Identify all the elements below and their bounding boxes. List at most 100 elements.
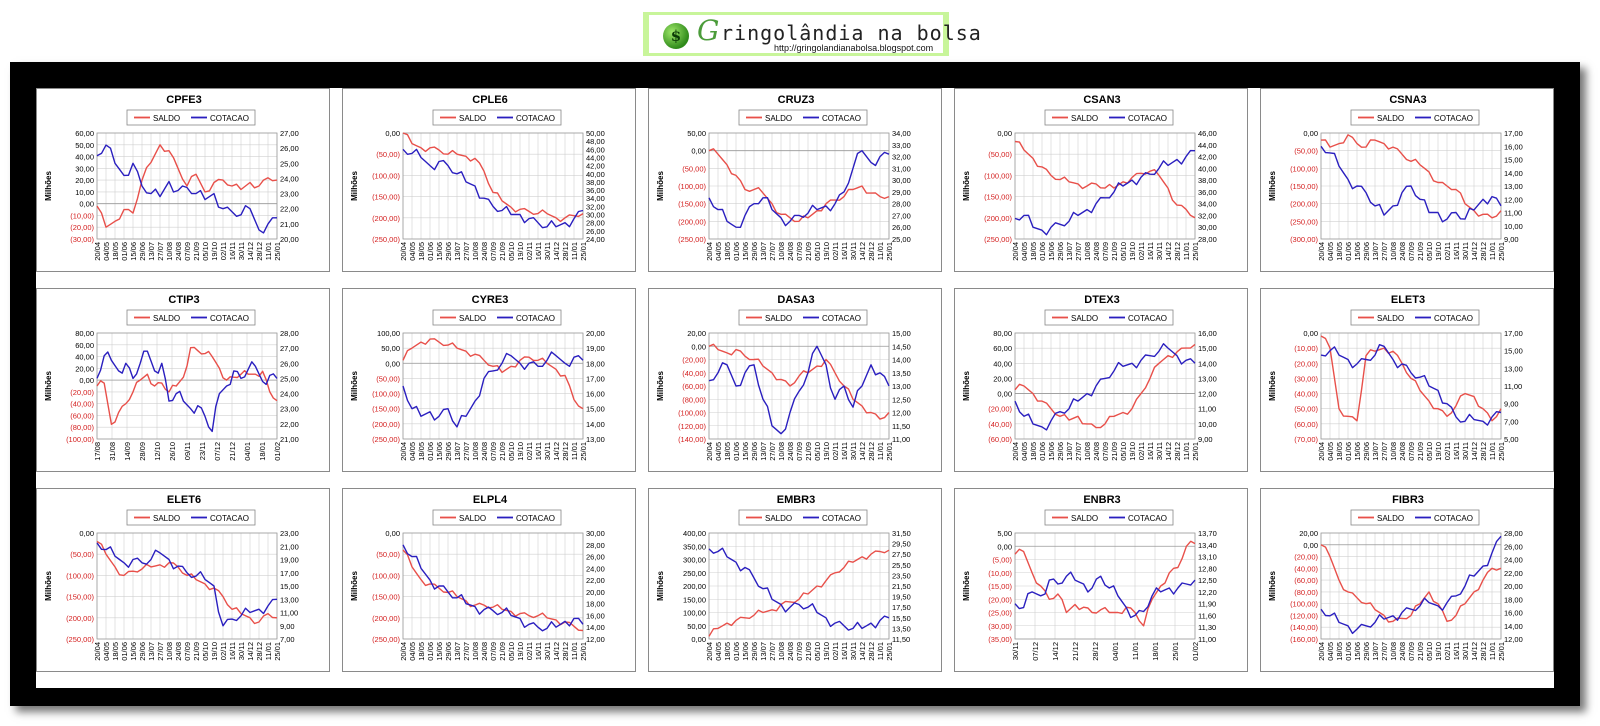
x-tick-label: 07/12 xyxy=(1031,642,1040,661)
plot-frame xyxy=(708,532,890,640)
x-tick-label: 25/01 xyxy=(1171,642,1180,661)
x-tick-label: 19/10 xyxy=(1434,242,1443,261)
x-tick-label: 20/04 xyxy=(1011,242,1020,261)
x-tick-label: 07/09 xyxy=(795,442,804,461)
y-tick-label: (50,00) xyxy=(1294,147,1318,156)
x-tick-label: 02/11 xyxy=(1137,242,1146,260)
chart-svg: DASA3 SALDO COTACAO Milhões 20,00 0,00 (20,00)… xyxy=(656,294,911,461)
x-tick-label: 15/06 xyxy=(129,642,138,661)
x-tick-label: 01/06 xyxy=(426,442,435,461)
y-tick-label: 5,00 xyxy=(997,529,1012,538)
y2-tick-label: 50,00 xyxy=(586,129,605,138)
y-tick-label: (150,00) xyxy=(1290,182,1318,191)
y-tick-label: (200,00) xyxy=(678,217,706,226)
y-tick-label: (250,00) xyxy=(372,635,400,644)
x-tick-label: 13/07 xyxy=(453,642,462,661)
legend-saldo-label: SALDO xyxy=(1071,314,1098,323)
y2-tick-label: 40,00 xyxy=(586,170,605,179)
x-tick-label: 10/08 xyxy=(1389,242,1398,261)
x-tick-label: 01/06 xyxy=(1038,442,1047,461)
y2-tick-label: 22,00 xyxy=(1504,569,1523,578)
y-tick-label: 0,00 xyxy=(997,390,1012,399)
y-axis-label: Milhões xyxy=(962,371,971,401)
x-tick-label: 25/01 xyxy=(1191,442,1200,461)
y2-tick-label: 20,00 xyxy=(586,329,605,338)
x-tick-label: 24/08 xyxy=(786,642,795,661)
y2-tick-label: 13,50 xyxy=(892,624,911,633)
y2-tick-label: 26,00 xyxy=(280,359,299,368)
x-tick-label: 14/12 xyxy=(1470,642,1479,661)
y2-tick-label: 18,00 xyxy=(1504,595,1523,604)
x-tick-label: 05/10 xyxy=(1425,642,1434,661)
x-tick-label: 19/10 xyxy=(822,642,831,661)
y2-tick-label: 21,00 xyxy=(280,220,299,229)
cotacao-series-line xyxy=(1320,344,1502,426)
x-tick-label: 04/05 xyxy=(714,242,723,261)
x-tick-label: 27/07 xyxy=(768,442,777,461)
y2-tick-label: 12,80 xyxy=(1198,564,1217,573)
cotacao-series-line xyxy=(1014,149,1196,236)
x-tick-label: 13/07 xyxy=(1371,242,1380,261)
y2-tick-label: 28,00 xyxy=(1198,235,1217,244)
y-tick-label: (100,00) xyxy=(372,571,400,580)
legend-saldo-label: SALDO xyxy=(459,314,486,323)
x-tick-label: 07/09 xyxy=(183,242,192,261)
x-tick-label: 07/09 xyxy=(489,442,498,461)
chart-panel-fibr3: FIBR3 SALDO COTACAO Milhões 20,00 0,00 (20,00)… xyxy=(1260,488,1554,672)
x-tick-label: 05/10 xyxy=(1119,442,1128,461)
y2-tick-label: 46,00 xyxy=(586,145,605,154)
y-tick-label: 50,00 xyxy=(687,622,706,631)
y-tick-label: (80,00) xyxy=(1294,588,1318,597)
x-tick-label: 10/08 xyxy=(165,242,174,261)
y2-tick-label: 25,00 xyxy=(280,159,299,168)
y-tick-label: (15,00) xyxy=(988,582,1012,591)
x-tick-label: 19/10 xyxy=(1434,642,1443,661)
x-tick-label: 16/11 xyxy=(228,642,237,660)
y2-tick-label: 34,00 xyxy=(892,129,911,138)
x-tick-label: 27/07 xyxy=(1380,242,1389,261)
x-tick-label: 28/09 xyxy=(138,442,147,461)
y2-tick-label: 32,00 xyxy=(1198,211,1217,220)
x-tick-label: 02/11 xyxy=(831,642,840,660)
x-tick-label: 05/10 xyxy=(201,242,210,261)
y2-tick-label: 16,00 xyxy=(1504,609,1523,618)
y-axis-label: Milhões xyxy=(44,171,53,201)
x-tick-label: 28/12 xyxy=(255,642,264,661)
x-tick-label: 28/12 xyxy=(561,242,570,261)
y-tick-label: 20,00 xyxy=(993,374,1012,383)
y-tick-label: (200,00) xyxy=(66,614,94,623)
blog-url[interactable]: http://gringolandianabolsa.blogspot.com xyxy=(774,43,934,53)
x-tick-label: 07/09 xyxy=(1407,442,1416,461)
y-tick-label: (200,00) xyxy=(984,214,1012,223)
y2-tick-label: 13,70 xyxy=(1198,529,1217,538)
y2-tick-label: 16,00 xyxy=(1198,329,1217,338)
blog-logo: $ G ringolândia na bolsa http://gringola… xyxy=(649,15,981,53)
cotacao-series-line xyxy=(402,148,584,229)
x-tick-label: 13/07 xyxy=(759,442,768,461)
y2-tick-label: 12,00 xyxy=(1504,195,1523,204)
saldo-series-line xyxy=(1320,335,1502,422)
chart-title: CYRE3 xyxy=(472,294,509,306)
legend-cotacao-label: COTACAO xyxy=(1434,514,1473,523)
legend-cotacao-label: COTACAO xyxy=(1128,314,1167,323)
chart-svg: CPLE6 SALDO COTACAO Milhões 0,00 (50,00) (100,… xyxy=(350,94,605,261)
y2-tick-label: 14,00 xyxy=(1504,169,1523,178)
x-tick-label: 11/01 xyxy=(264,642,273,660)
chart-title: EMBR3 xyxy=(777,494,816,506)
y2-tick-label: 13,00 xyxy=(1504,364,1523,373)
x-tick-label: 30/11 xyxy=(1011,642,1020,660)
y2-tick-label: 11,00 xyxy=(892,435,910,444)
plot-frame xyxy=(1014,332,1196,440)
y-tick-label: 100,00 xyxy=(683,609,706,618)
y-tick-label: (30,00) xyxy=(988,622,1012,631)
x-tick-label: 16/11 xyxy=(1452,642,1461,660)
y-tick-label: (50,00) xyxy=(70,550,94,559)
y2-tick-label: 23,00 xyxy=(280,405,299,414)
chart-svg: ELET3 SALDO COTACAO Milhões 0,00 (10,00) (20,0… xyxy=(1268,294,1523,461)
y-tick-label: (100,00) xyxy=(678,409,706,418)
y2-tick-label: 10,00 xyxy=(1504,222,1523,231)
x-tick-label: 16/11 xyxy=(1452,242,1461,260)
x-tick-label: 18/05 xyxy=(417,642,426,661)
x-tick-label: 16/11 xyxy=(1146,242,1155,260)
x-tick-label: 15/06 xyxy=(741,442,750,461)
